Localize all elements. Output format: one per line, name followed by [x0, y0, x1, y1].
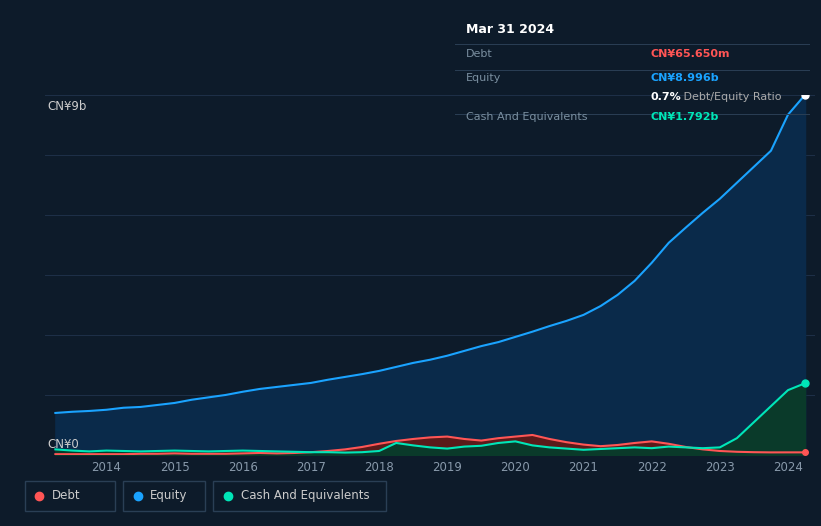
Text: Cash And Equivalents: Cash And Equivalents	[466, 112, 587, 122]
Text: Mar 31 2024: Mar 31 2024	[466, 23, 554, 36]
Text: CN¥9b: CN¥9b	[48, 100, 87, 113]
Text: 0.7%: 0.7%	[650, 92, 681, 102]
Text: CN¥1.792b: CN¥1.792b	[650, 112, 718, 122]
Text: Debt: Debt	[52, 489, 80, 502]
FancyBboxPatch shape	[25, 481, 115, 511]
Text: CN¥0: CN¥0	[48, 438, 79, 451]
FancyBboxPatch shape	[123, 481, 205, 511]
Text: Equity: Equity	[150, 489, 188, 502]
Text: Cash And Equivalents: Cash And Equivalents	[241, 489, 369, 502]
FancyBboxPatch shape	[213, 481, 386, 511]
Text: Debt/Equity Ratio: Debt/Equity Ratio	[681, 92, 782, 102]
Text: CN¥8.996b: CN¥8.996b	[650, 73, 719, 83]
Text: Equity: Equity	[466, 73, 501, 83]
Text: CN¥65.650m: CN¥65.650m	[650, 49, 730, 59]
Text: Debt: Debt	[466, 49, 493, 59]
